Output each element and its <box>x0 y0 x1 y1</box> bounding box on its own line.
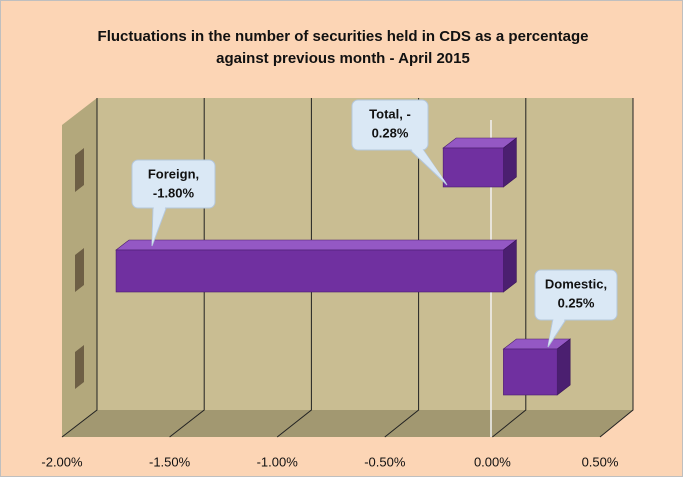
bar <box>502 338 572 396</box>
data-label: 0.25% <box>558 295 595 310</box>
data-label: 0.28% <box>372 125 409 140</box>
bar <box>115 239 518 293</box>
bar-front <box>503 348 558 396</box>
grid-line <box>599 98 634 438</box>
bar-front <box>442 147 504 188</box>
bar-side <box>556 338 571 396</box>
data-label: -1.80% <box>153 185 195 200</box>
data-label: Total, - <box>369 106 411 121</box>
bar <box>442 137 518 188</box>
x-tick-label: -1.50% <box>149 454 191 469</box>
x-tick-label: -0.50% <box>364 454 406 469</box>
x-tick-label: 0.50% <box>582 454 619 469</box>
callout-pointer-fill <box>409 147 447 184</box>
callout-box <box>534 269 618 321</box>
floor <box>62 410 633 437</box>
data-label: Foreign, <box>148 166 199 181</box>
grid-line <box>61 98 98 438</box>
x-tick-label: -1.00% <box>257 454 299 469</box>
chart-title: against previous month - April 2015 <box>216 50 470 67</box>
grid-line <box>276 98 312 438</box>
grid-line <box>384 98 420 438</box>
axis-placeholder <box>75 148 84 389</box>
chart-title: Fluctuations in the number of securities… <box>98 28 589 45</box>
bar-front <box>115 249 504 293</box>
callout-box <box>131 159 216 209</box>
callout-pointer-fill <box>548 317 566 346</box>
bar-top <box>115 239 518 251</box>
x-tick-label: 0.00% <box>474 454 511 469</box>
callout-pointer-fill <box>152 205 166 245</box>
data-label: Domestic, <box>545 276 607 291</box>
callout-box <box>351 99 429 151</box>
x-tick-label: -2.00% <box>41 454 83 469</box>
grid-line <box>492 98 527 438</box>
